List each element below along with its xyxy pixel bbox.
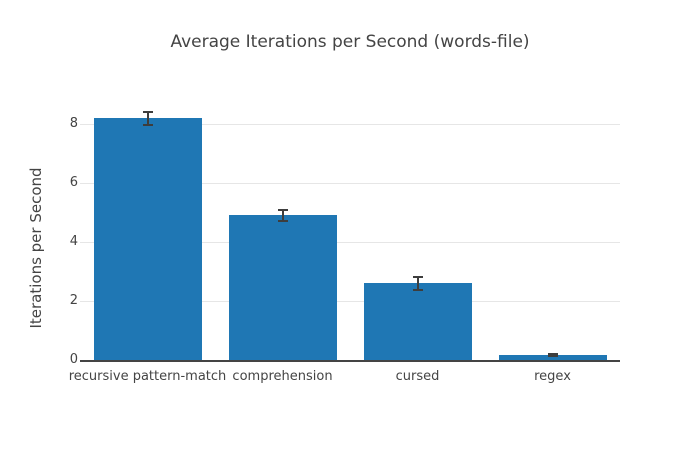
x-tick-label-comprehension: comprehension: [232, 369, 333, 384]
gridline-y2: [80, 300, 620, 302]
y-tick-label: 6: [69, 175, 78, 190]
error-bar-cap-bottom: [547, 354, 558, 357]
y-axis-title: Iterations per Second: [27, 167, 45, 329]
error-bar-cap-top: [412, 275, 423, 278]
error-bar-cap-top: [142, 110, 153, 113]
bar-cursed: [363, 283, 472, 360]
chart-title: Average Iterations per Second (words-fil…: [170, 32, 530, 52]
error-bar-cap-top: [277, 208, 288, 211]
gridline-y8: [80, 123, 620, 125]
error-bar-cap-top: [547, 353, 558, 356]
error-bar-cap-bottom: [412, 288, 423, 291]
error-bar-comprehension: [281, 209, 284, 222]
gridline-y6: [80, 182, 620, 184]
y-tick-label: 0: [69, 352, 78, 367]
x-tick-label-regex: regex: [534, 369, 571, 384]
error-bar-cap-bottom: [277, 220, 288, 223]
bar-recursive-pattern-match: [93, 118, 202, 360]
bar-comprehension: [228, 215, 337, 360]
y-tick-label: 2: [69, 293, 78, 308]
x-axis-line: [80, 359, 620, 362]
y-tick-label: 8: [69, 116, 78, 131]
x-tick-label-cursed: cursed: [395, 369, 440, 384]
bar-regex: [498, 354, 607, 360]
y-tick-label: 4: [69, 234, 78, 249]
error-bar-cap-bottom: [142, 123, 153, 126]
error-bar-recursive-pattern-match: [146, 111, 149, 125]
x-tick-label-recursive-pattern-match: recursive pattern-match: [68, 369, 227, 384]
error-bar-cursed: [416, 276, 419, 290]
gridline-y4: [80, 241, 620, 243]
